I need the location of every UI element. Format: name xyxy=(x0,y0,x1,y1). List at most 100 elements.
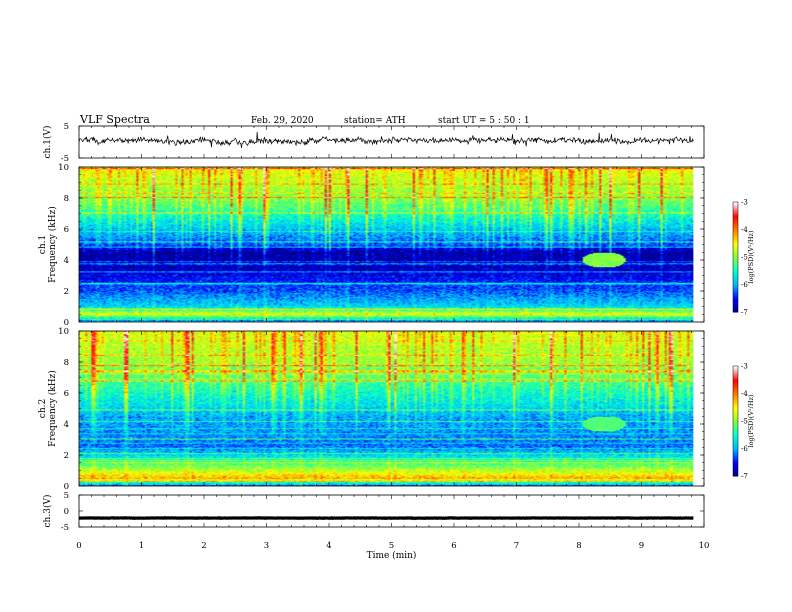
ch2-spectrogram-colorbar-tick--5: -5 xyxy=(741,418,748,426)
ch2-spectrogram-colorbar-swatch xyxy=(733,399,738,402)
ch2-spectrogram-colorbar-swatch xyxy=(733,375,738,378)
xtick-0: 0 xyxy=(76,541,81,551)
ch1-spectrogram-ytick-8: 8 xyxy=(64,194,69,204)
ch2-spectrogram-colorbar-swatch xyxy=(733,444,738,448)
ch2-spectrogram-panel: 10 8 6 4 2 0 ch.2Frequency (kHz) xyxy=(38,327,705,492)
ch1-spectrogram-colorbar-swatch xyxy=(733,271,738,274)
ch1-spectrogram-colorbar-swatch xyxy=(733,240,738,243)
ch2-spectrogram-colorbar-swatch xyxy=(733,435,738,438)
ch2-spectrogram-colorbar-swatch xyxy=(733,455,738,459)
ch2-spectrogram-colorbar-swatch xyxy=(733,367,738,371)
ch1-spectrogram-colorbar-swatch xyxy=(733,260,738,263)
ch1-spectrogram-colorbar-swatch xyxy=(733,235,738,238)
ch2-spectrogram-colorbar-swatch xyxy=(733,417,738,420)
ch2-spectrogram-colorbar-tick--3: -3 xyxy=(741,363,748,371)
ch1-spectrogram-colorbar-swatch xyxy=(733,211,738,214)
ch1-spectrogram-colorbar-swatch xyxy=(733,253,738,256)
ch1-spectrogram-colorbar-swatch xyxy=(733,257,738,260)
ch1-spectrogram-colorbar-tick--3: -3 xyxy=(741,199,748,207)
ch2-spectrogram-colorbar-swatch xyxy=(733,430,738,433)
ch1-spectrogram-colorbar-swatch xyxy=(733,233,738,236)
xtick-2: 2 xyxy=(201,541,206,551)
ch2-spectrogram-colorbar-swatch xyxy=(733,459,738,462)
ch2-spectrogram-colorbar-swatch xyxy=(733,432,738,435)
ch2-spectrogram-colorbar-swatch xyxy=(733,411,738,415)
ch1-spectrogram-colorbar-swatch xyxy=(733,218,738,221)
xtick-3: 3 xyxy=(264,541,269,551)
ch1-spectrogram-colorbar-tick--5: -5 xyxy=(741,254,748,262)
ch2-spectrogram-colorbar-swatch xyxy=(733,384,738,387)
ch1-spectrogram-colorbar-swatch xyxy=(733,302,738,306)
ch1-spectrogram-colorbar-tick--7: -7 xyxy=(741,309,748,317)
ch1-spectrogram-ytick-2: 2 xyxy=(64,287,69,297)
ch3-voltage-panel: 5 0 -5 ch.3(V) xyxy=(42,491,705,533)
start-time-label: start UT = 5 : 50 : 1 xyxy=(438,116,530,126)
ch1-spectrogram-colorbar-swatch xyxy=(733,227,738,230)
ch1-spectrogram-colorbar-swatch xyxy=(733,205,738,208)
ch2-spectrogram-colorbar-swatch xyxy=(733,421,738,424)
ch3-voltage-ytick-0: 0 xyxy=(64,507,69,517)
ch1-spectrogram-colorbar-label: log(PSD)(V²/Hz) xyxy=(747,230,755,283)
ch1-spectrogram-colorbar-swatch xyxy=(733,299,738,302)
ch1-spectrogram-colorbar-swatch xyxy=(733,308,738,311)
ch1-spectrogram-colorbar-swatch xyxy=(733,291,738,295)
ch1-spectrogram-colorbar-swatch xyxy=(733,203,738,207)
colorbar-ch2: -3 -4 -5 -6 -7 log(PSD)(V²/Hz) xyxy=(732,363,755,481)
ch2-spectrogram-colorbar-swatch xyxy=(733,428,738,431)
ch1-spectrogram-colorbar-swatch xyxy=(733,273,738,276)
ch1-spectrogram-colorbar-swatch xyxy=(733,304,738,307)
ch1-spectrogram-ytick-4: 4 xyxy=(64,256,69,266)
ch1-spectrogram-colorbar-swatch xyxy=(733,236,738,240)
ch1-spectrogram-colorbar-swatch xyxy=(733,242,738,245)
ch1-spectrogram-colorbar-swatch xyxy=(733,216,738,219)
ch1-voltage-ylabel: ch.1(V) xyxy=(42,126,53,159)
ch1-spectrogram-colorbar-swatch xyxy=(733,290,738,293)
ch2-spectrogram-colorbar-swatch xyxy=(733,419,738,422)
ch2-spectrogram-colorbar-swatch xyxy=(733,369,738,372)
ch2-spectrogram-colorbar-swatch xyxy=(733,404,738,407)
ch3-voltage-ylabel: ch.3(V) xyxy=(42,495,53,528)
ch1-spectrogram-ytick-10: 10 xyxy=(58,163,69,173)
ch2-spectrogram-colorbar-swatch xyxy=(733,373,738,376)
ch2-spectrogram-colorbar-swatch xyxy=(733,446,738,449)
ch1-spectrogram-colorbar-swatch xyxy=(733,268,738,271)
ch2-spectrogram-colorbar-swatch xyxy=(733,437,738,440)
ch2-spectrogram-colorbar-swatch xyxy=(733,463,738,466)
xtick-4: 4 xyxy=(326,541,331,551)
ch2-spectrogram-colorbar-swatch xyxy=(733,377,738,380)
xtick-7: 7 xyxy=(514,541,519,551)
ch1-spectrogram-colorbar-swatch xyxy=(733,275,738,278)
ch2-spectrogram-colorbar-swatch xyxy=(733,422,738,426)
ch2-spectrogram-ytick-0: 0 xyxy=(64,482,69,492)
ch2-spectrogram-colorbar-swatch xyxy=(733,391,738,394)
ch2-spectrogram-colorbar-swatch xyxy=(733,386,738,389)
ch2-spectrogram-colorbar-swatch xyxy=(733,470,738,473)
ch1-spectrogram-colorbar-swatch xyxy=(733,279,738,282)
ch1-spectrogram-colorbar-swatch xyxy=(733,244,738,247)
ch1-voltage-panel: 5 -5 ch.1(V) xyxy=(42,122,705,164)
ch1-spectrogram-colorbar-swatch xyxy=(733,280,738,284)
ch2-spectrogram-colorbar-swatch xyxy=(733,426,738,429)
ch1-spectrogram-colorbar-swatch xyxy=(733,247,738,251)
ch2-spectrogram-colorbar-swatch xyxy=(733,448,738,451)
ch2-spectrogram-colorbar-swatch xyxy=(733,380,738,383)
ch1-spectrogram-colorbar-swatch xyxy=(733,284,738,287)
ch1-spectrogram-colorbar-swatch xyxy=(733,225,738,229)
ch1-spectrogram-colorbar-frame xyxy=(732,201,739,313)
ch1-spectrogram-colorbar-swatch xyxy=(733,262,738,265)
ch2-spectrogram-colorbar-swatch xyxy=(733,366,738,369)
ch1-spectrogram-colorbar-swatch xyxy=(733,229,738,232)
ch1-spectrogram-ytick-0: 0 xyxy=(64,318,69,328)
ch1-spectrogram-colorbar-swatch xyxy=(733,202,738,205)
ch1-spectrogram-panel: 10 8 6 4 2 0 ch.1Frequency (kHz) xyxy=(38,163,705,328)
ch2-spectrogram-colorbar-swatch xyxy=(733,382,738,385)
ch2-spectrogram-colorbar-swatch xyxy=(733,424,738,427)
ch1-spectrogram-colorbar-tick--6: -6 xyxy=(741,281,748,289)
xtick-10: 10 xyxy=(699,541,710,551)
ch1-spectrogram-colorbar-swatch xyxy=(733,269,738,273)
ch1-spectrogram-colorbar-swatch xyxy=(733,213,738,216)
ch1-spectrogram-colorbar-swatch xyxy=(733,249,738,252)
ch1-spectrogram-colorbar-swatch xyxy=(733,220,738,223)
ch1-spectrogram-colorbar-swatch xyxy=(733,255,738,258)
